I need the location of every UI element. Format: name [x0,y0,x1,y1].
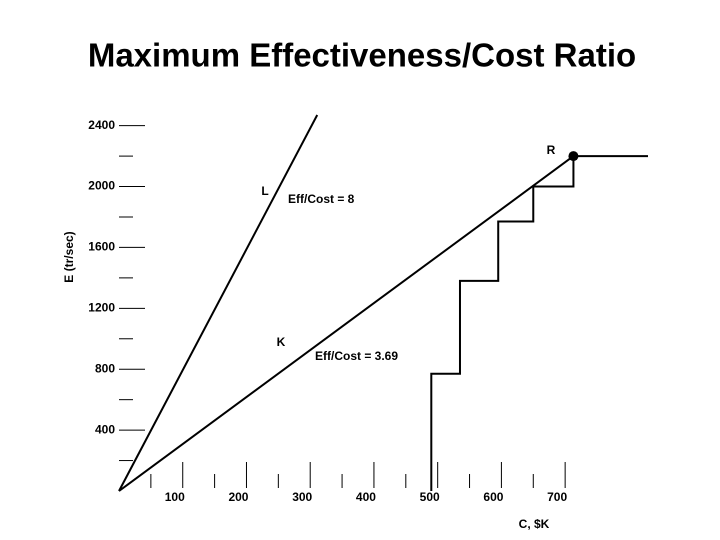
y-tick-label: 1200 [88,300,115,314]
x-tick-label: 400 [356,490,376,504]
annotation: Eff/Cost = 8 [288,192,355,206]
x-tick-label: 200 [228,490,248,504]
x-tick-label: 700 [547,490,567,504]
x-axis-label: C, $K [519,517,550,531]
x-tick-label: 500 [420,490,440,504]
y-tick-label: 2400 [88,118,115,132]
series-line [118,155,575,492]
y-axis-label: E (tr/sec) [62,231,76,282]
point-marker [568,151,579,162]
y-tick-label: 400 [95,422,115,436]
series-line [118,114,319,492]
y-tick-label: 2000 [88,179,115,193]
annotation: K [277,335,286,349]
chart-title: Maximum Effectiveness/Cost Ratio [88,37,636,74]
annotation: R [547,143,556,157]
y-tick-label: 800 [95,361,115,375]
y-tick-label: 1600 [88,240,115,254]
annotation: Eff/Cost = 3.69 [315,349,398,363]
annotation: L [261,184,268,198]
x-tick-label: 600 [483,490,503,504]
series-line [430,155,648,491]
x-tick-label: 300 [292,490,312,504]
x-tick-label: 100 [165,490,185,504]
